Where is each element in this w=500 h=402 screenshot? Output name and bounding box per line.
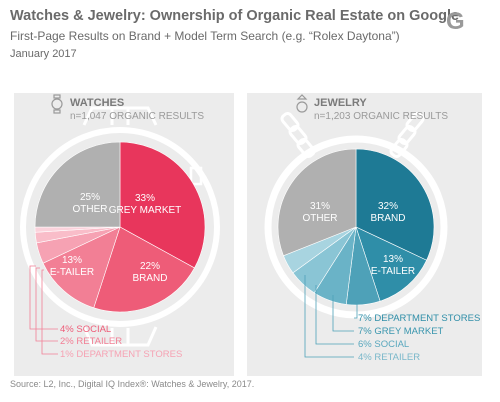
pie-slice-other bbox=[277, 148, 357, 257]
callout-social: 4% SOCIAL bbox=[60, 324, 111, 335]
date-label: January 2017 bbox=[10, 48, 77, 60]
watches-leader-lines bbox=[29, 265, 58, 355]
callout-retailer-jewelry: 4% RETAILER bbox=[358, 352, 420, 363]
slice-label-other-jewelry: OTHER bbox=[303, 213, 338, 224]
pendant-rim bbox=[264, 135, 448, 319]
jewelry-count: n=1,203 ORGANIC RESULTS bbox=[314, 111, 448, 122]
slice-label-grey-market: GREY MARKET bbox=[109, 205, 182, 216]
watch-case-decoration bbox=[82, 106, 203, 347]
callout-social-jewelry: 6% SOCIAL bbox=[358, 339, 409, 350]
watches-callouts: 4% SOCIAL 2% RETAILER 1% DEPARTMENT STOR… bbox=[60, 324, 182, 360]
pie-slice-grey-market bbox=[119, 141, 206, 269]
jewelry-heading: JEWELRY bbox=[314, 97, 367, 109]
ring-icon bbox=[296, 94, 308, 113]
slice-pct-brand-jewelry: 32% bbox=[378, 201, 398, 212]
slice-pct-brand: 22% bbox=[140, 261, 160, 272]
slice-label-other: OTHER bbox=[73, 204, 108, 215]
slice-label-brand-jewelry: BRAND bbox=[370, 213, 405, 224]
pie-slice-other bbox=[34, 141, 121, 228]
callout-grey-market-jewelry: 7% GREY MARKET bbox=[358, 326, 444, 337]
pie-slice-e-tailer bbox=[355, 226, 427, 302]
watches-pie bbox=[34, 141, 206, 313]
watches-heading: WATCHES bbox=[70, 97, 124, 109]
callout-retailer: 2% RETAILER bbox=[60, 336, 122, 347]
necklace-chain-decoration bbox=[280, 112, 425, 158]
jewelry-leader-lines bbox=[304, 275, 358, 358]
slice-pct-e-tailer-jewelry: 13% bbox=[383, 254, 403, 265]
callout-department-stores: 1% DEPARTMENT STORES bbox=[60, 349, 182, 360]
page-subtitle: First-Page Results on Brand + Model Term… bbox=[10, 29, 400, 43]
slice-label-brand: BRAND bbox=[132, 273, 167, 284]
watches-count: n=1,047 ORGANIC RESULTS bbox=[70, 111, 204, 122]
google-logo-icon: G bbox=[446, 8, 465, 35]
slice-pct-grey-market: 33% bbox=[135, 193, 155, 204]
watch-icon bbox=[51, 94, 63, 114]
page-title: Watches & Jewelry: Ownership of Organic … bbox=[10, 8, 460, 24]
pie-slice-e-tailer bbox=[42, 226, 121, 309]
slice-label-e-tailer: E-TAILER bbox=[50, 267, 94, 278]
slice-label-e-tailer-jewelry: E-TAILER bbox=[371, 266, 415, 277]
jewelry-callouts: 7% DEPARTMENT STORES 7% GREY MARKET 6% S… bbox=[358, 313, 480, 363]
slice-pct-other: 25% bbox=[80, 192, 100, 203]
pie-slice-brand bbox=[355, 148, 435, 261]
slice-pct-other-jewelry: 31% bbox=[310, 201, 330, 212]
jewelry-slice-labels: 32% BRAND 13% E-TAILER 31% OTHER bbox=[303, 201, 416, 277]
watch-bezel bbox=[20, 127, 220, 327]
watches-slice-labels: 33% GREY MARKET 22% BRAND 13% E-TAILER 2… bbox=[50, 192, 181, 284]
pie-slice-brand bbox=[93, 226, 195, 313]
source-note: Source: L2, Inc., Digital IQ Index®: Wat… bbox=[10, 379, 255, 389]
callout-department-stores-jewelry: 7% DEPARTMENT STORES bbox=[358, 313, 480, 324]
slice-pct-e-tailer: 13% bbox=[62, 255, 82, 266]
jewelry-pie bbox=[277, 148, 435, 306]
